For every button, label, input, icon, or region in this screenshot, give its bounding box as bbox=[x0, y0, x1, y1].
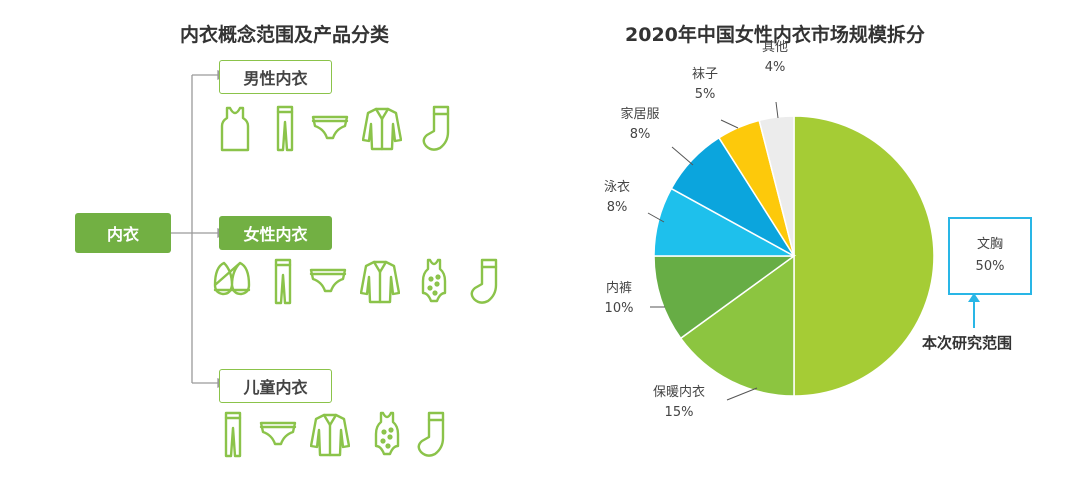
leggings-icon bbox=[265, 104, 305, 156]
sock-icon bbox=[466, 257, 506, 309]
onesie-icon bbox=[414, 257, 454, 309]
leggings-icon bbox=[213, 410, 253, 462]
pie-slice bbox=[758, 115, 795, 257]
pie-slice-value: 8% bbox=[629, 127, 651, 142]
pie-slice-name: 保暖内衣 bbox=[652, 385, 705, 400]
bra-icon bbox=[212, 257, 252, 309]
pie-slice-name: 家居服 bbox=[620, 107, 660, 122]
callout-category: 文胸 bbox=[976, 237, 1003, 252]
sock-icon bbox=[413, 410, 453, 462]
pie-slice-value: 8% bbox=[606, 200, 628, 215]
tank-top-icon bbox=[215, 104, 255, 156]
pie-slice-label: 内裤 10% bbox=[579, 279, 659, 319]
sock-icon bbox=[418, 104, 458, 156]
pie-slice-name: 内裤 bbox=[605, 281, 632, 296]
pie-slice-value: 5% bbox=[694, 87, 716, 102]
briefs-icon bbox=[258, 410, 298, 462]
pie-slice-name: 袜子 bbox=[691, 67, 718, 82]
pie-leader-line bbox=[720, 119, 739, 129]
callout-arrow-head bbox=[968, 293, 980, 302]
chart-title: 2020年中国女性内衣市场规模拆分 bbox=[625, 24, 925, 46]
pie-slice-label: 保暖内衣 15% bbox=[639, 383, 719, 423]
branch-node-male: 男性内衣 bbox=[219, 60, 332, 94]
pie-slice bbox=[679, 254, 795, 397]
pie-slice-label: 泳衣 8% bbox=[577, 178, 657, 218]
research-scope-label: 本次研究范围 bbox=[922, 334, 1013, 352]
briefs-icon bbox=[308, 257, 348, 309]
branch-node-female: 女性内衣 bbox=[219, 216, 332, 250]
pie-slice-value: 15% bbox=[664, 405, 694, 420]
pie-slice-name: 其他 bbox=[761, 40, 788, 55]
pie-leader-line bbox=[726, 387, 758, 401]
onesie-icon bbox=[367, 410, 407, 462]
cardigan-icon bbox=[361, 104, 403, 156]
left-panel-title: 内衣概念范围及产品分类 bbox=[180, 24, 390, 46]
pie-slice-label: 家居服 8% bbox=[600, 105, 680, 145]
cardigan-icon bbox=[309, 410, 351, 462]
pie-slice-label: 袜子 5% bbox=[665, 65, 745, 105]
pie-slice-value: 10% bbox=[604, 301, 634, 316]
cardigan-icon bbox=[359, 257, 401, 309]
highlight-callout: 文胸 50% bbox=[948, 217, 1032, 295]
pie-slice-value: 4% bbox=[764, 60, 786, 75]
callout-value: 50% bbox=[975, 259, 1005, 274]
briefs-icon bbox=[310, 104, 350, 156]
pie-leader-line bbox=[671, 146, 694, 166]
branch-node-child: 儿童内衣 bbox=[219, 369, 332, 403]
root-node-underwear: 内衣 bbox=[75, 213, 171, 253]
leggings-icon bbox=[263, 257, 303, 309]
pie-leader-line bbox=[775, 101, 779, 119]
pie-slice bbox=[793, 115, 935, 397]
pie-slice-label: 其他 4% bbox=[735, 38, 815, 78]
pie-leader-line bbox=[647, 212, 665, 223]
pie-slice bbox=[653, 255, 797, 340]
pie-slice-name: 泳衣 bbox=[603, 180, 630, 195]
